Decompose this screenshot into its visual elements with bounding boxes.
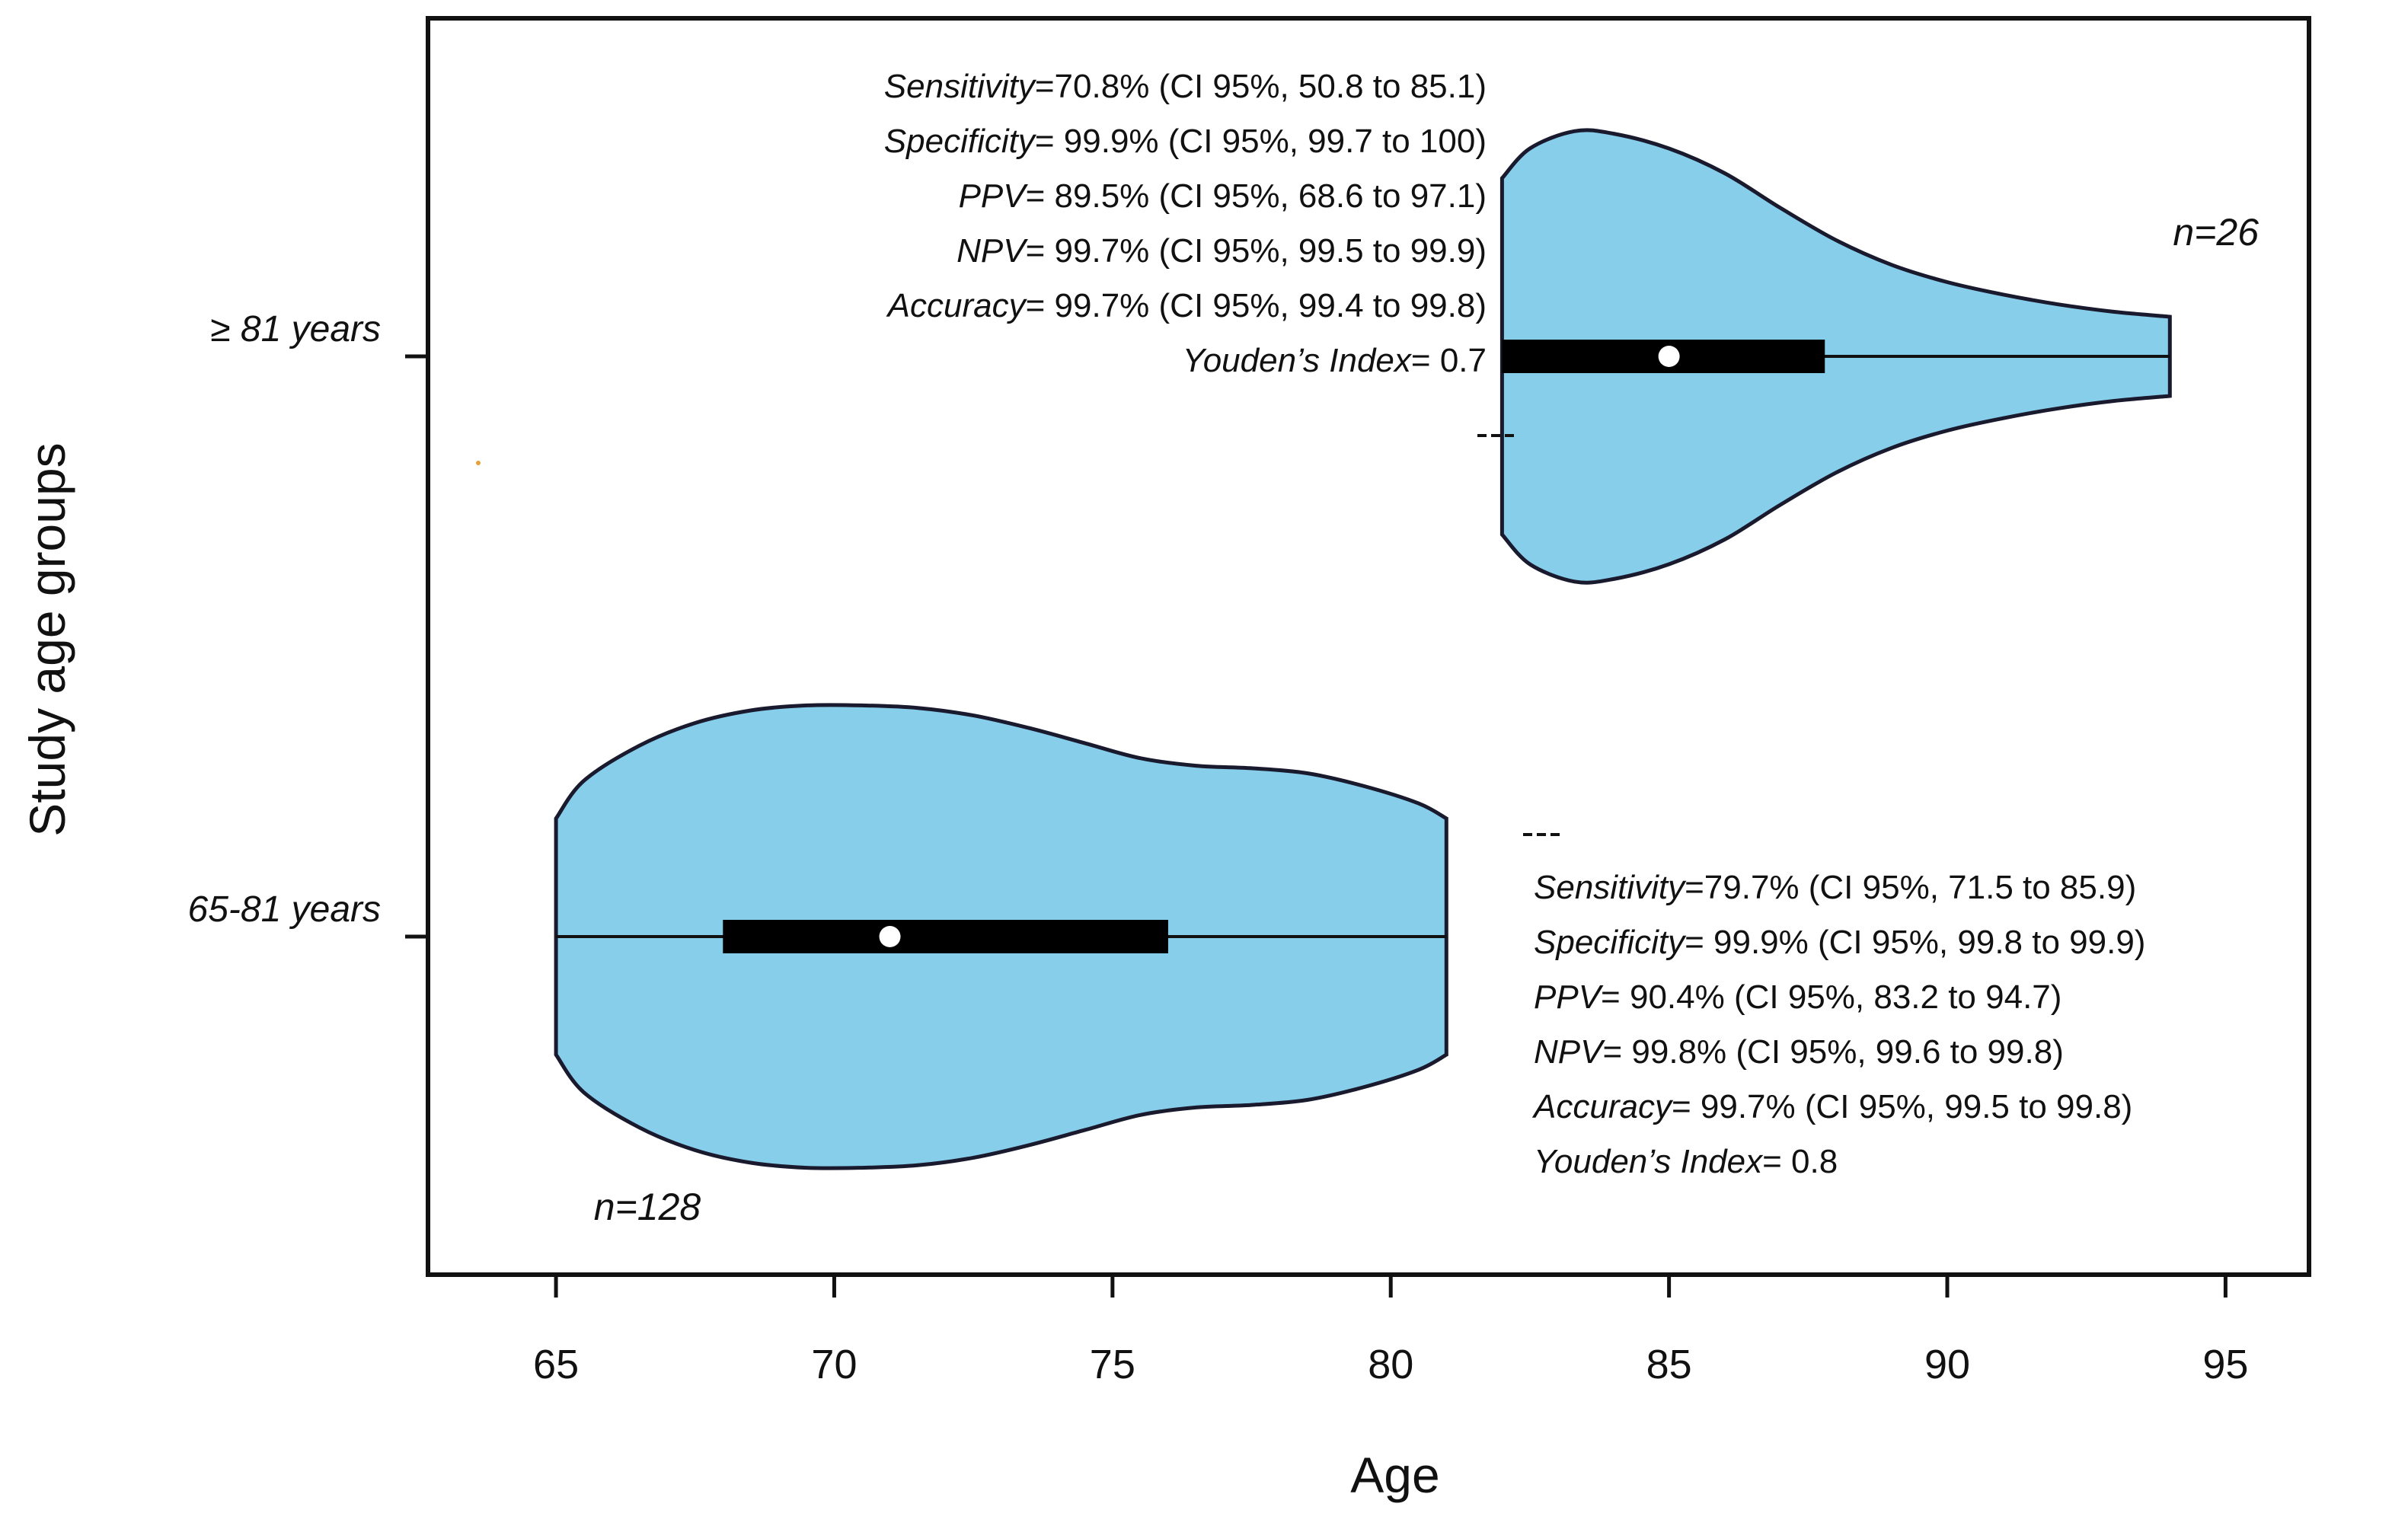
stat-line: NPV= 99.7% (CI 95%, 99.5 to 99.9) bbox=[956, 232, 1487, 270]
stat-value: = 99.7% (CI 95%, 99.5 to 99.8) bbox=[1672, 1088, 2132, 1125]
x-tick-label: 75 bbox=[1090, 1342, 1135, 1387]
stat-line: Youden’s Index= 0.7 bbox=[1183, 342, 1487, 379]
stat-value: = 99.8% (CI 95%, 99.6 to 99.8) bbox=[1602, 1033, 2063, 1071]
stat-name: Youden’s Index bbox=[1534, 1143, 1764, 1180]
x-axis: 65 70 75 80 85 90 95 bbox=[533, 1275, 2248, 1387]
stray-mark bbox=[476, 461, 481, 465]
stat-value: =70.8% (CI 95%, 50.8 to 85.1) bbox=[1035, 68, 1487, 105]
x-tick-label: 65 bbox=[533, 1342, 579, 1387]
stat-value: = 99.9% (CI 95%, 99.8 to 99.9) bbox=[1685, 924, 2145, 961]
stat-value: = 99.7% (CI 95%, 99.5 to 99.9) bbox=[1026, 232, 1487, 270]
y-axis: ≥ 81 years 65-81 years bbox=[188, 309, 428, 939]
median-point bbox=[1658, 346, 1680, 367]
stat-line: Accuracy= 99.7% (CI 95%, 99.4 to 99.8) bbox=[886, 287, 1487, 324]
stat-name: Specificity bbox=[1534, 924, 1687, 961]
stat-line: Accuracy= 99.7% (CI 95%, 99.5 to 99.8) bbox=[1531, 1088, 2132, 1125]
stat-name: Accuracy bbox=[886, 287, 1028, 324]
stat-name: PPV bbox=[959, 177, 1029, 215]
stat-value: = 99.7% (CI 95%, 99.4 to 99.8) bbox=[1026, 287, 1487, 324]
stat-line: Youden’s Index= 0.8 bbox=[1534, 1143, 1838, 1180]
stat-value: = 99.9% (CI 95%, 99.7 to 100) bbox=[1035, 123, 1487, 160]
iqr-box bbox=[723, 920, 1168, 953]
stat-value: = 90.4% (CI 95%, 83.2 to 94.7) bbox=[1601, 978, 2061, 1016]
x-tick-label: 70 bbox=[811, 1342, 857, 1387]
stat-name: Sensitivity bbox=[1534, 869, 1687, 906]
stat-line: PPV= 89.5% (CI 95%, 68.6 to 97.1) bbox=[959, 177, 1487, 215]
stat-value: = 89.5% (CI 95%, 68.6 to 97.1) bbox=[1026, 177, 1487, 215]
y-axis-title: Study age groups bbox=[19, 442, 75, 836]
stat-value: = 0.8 bbox=[1762, 1143, 1838, 1180]
stat-line: NPV= 99.8% (CI 95%, 99.6 to 99.8) bbox=[1534, 1033, 2064, 1071]
x-tick-label: 85 bbox=[1646, 1342, 1692, 1387]
x-tick-label: 95 bbox=[2202, 1342, 2248, 1387]
x-tick-label: 80 bbox=[1368, 1342, 1413, 1387]
stat-name: NPV bbox=[956, 232, 1028, 270]
sample-size-label: n=128 bbox=[594, 1186, 701, 1228]
stat-name: Specificity bbox=[884, 123, 1037, 160]
stat-line: Specificity= 99.9% (CI 95%, 99.7 to 100) bbox=[884, 123, 1487, 160]
stat-name: NPV bbox=[1534, 1033, 1605, 1071]
stat-value: =79.7% (CI 95%, 71.5 to 85.9) bbox=[1685, 869, 2136, 906]
stat-name: PPV bbox=[1534, 978, 1604, 1016]
stat-line: Sensitivity=70.8% (CI 95%, 50.8 to 85.1) bbox=[884, 68, 1487, 105]
sample-size-label: n=26 bbox=[2173, 211, 2259, 254]
stat-name: Sensitivity bbox=[884, 68, 1037, 105]
violins bbox=[554, 128, 2172, 1170]
stat-line: PPV= 90.4% (CI 95%, 83.2 to 94.7) bbox=[1534, 978, 2061, 1016]
group-label: ≥ 81 years bbox=[210, 309, 381, 350]
stat-name: Youden’s Index bbox=[1183, 342, 1413, 379]
x-tick-label: 90 bbox=[1924, 1342, 1970, 1387]
stat-value: = 0.7 bbox=[1411, 342, 1487, 379]
x-axis-title: Age bbox=[1350, 1447, 1439, 1503]
stat-line: Sensitivity=79.7% (CI 95%, 71.5 to 85.9) bbox=[1534, 869, 2136, 906]
median-point bbox=[879, 926, 901, 947]
group-label: 65-81 years bbox=[188, 889, 381, 930]
stat-name: Accuracy bbox=[1531, 1088, 1674, 1125]
stat-line: Specificity= 99.9% (CI 95%, 99.8 to 99.9… bbox=[1534, 924, 2145, 961]
